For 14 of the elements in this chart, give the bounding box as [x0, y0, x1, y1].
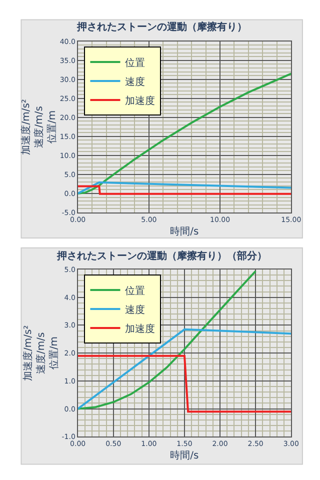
line-series — [78, 270, 257, 410]
y-axis-title: 加速度/m/s² 速度/m/s 位置/m — [20, 99, 58, 155]
legend-label: 位置 — [125, 56, 146, 69]
legend-label: 速度 — [125, 304, 146, 316]
x-axis-title: 時間/s — [170, 225, 199, 238]
chart-title: 押されたストーンの運動（摩擦有り）（部分） — [56, 250, 267, 262]
legend-label: 位置 — [125, 284, 146, 297]
legend-label: 速度 — [125, 76, 146, 88]
chart-title: 押されたストーンの運動（摩擦有り） — [76, 21, 247, 33]
x-axis-title: 時間/s — [170, 450, 199, 462]
line-series — [78, 72, 292, 194]
y-axis-title: 加速度/m/s² 速度/m/s 位置/m — [22, 325, 60, 381]
legend-label: 加速度 — [125, 322, 156, 335]
legend-label: 加速度 — [125, 94, 156, 107]
